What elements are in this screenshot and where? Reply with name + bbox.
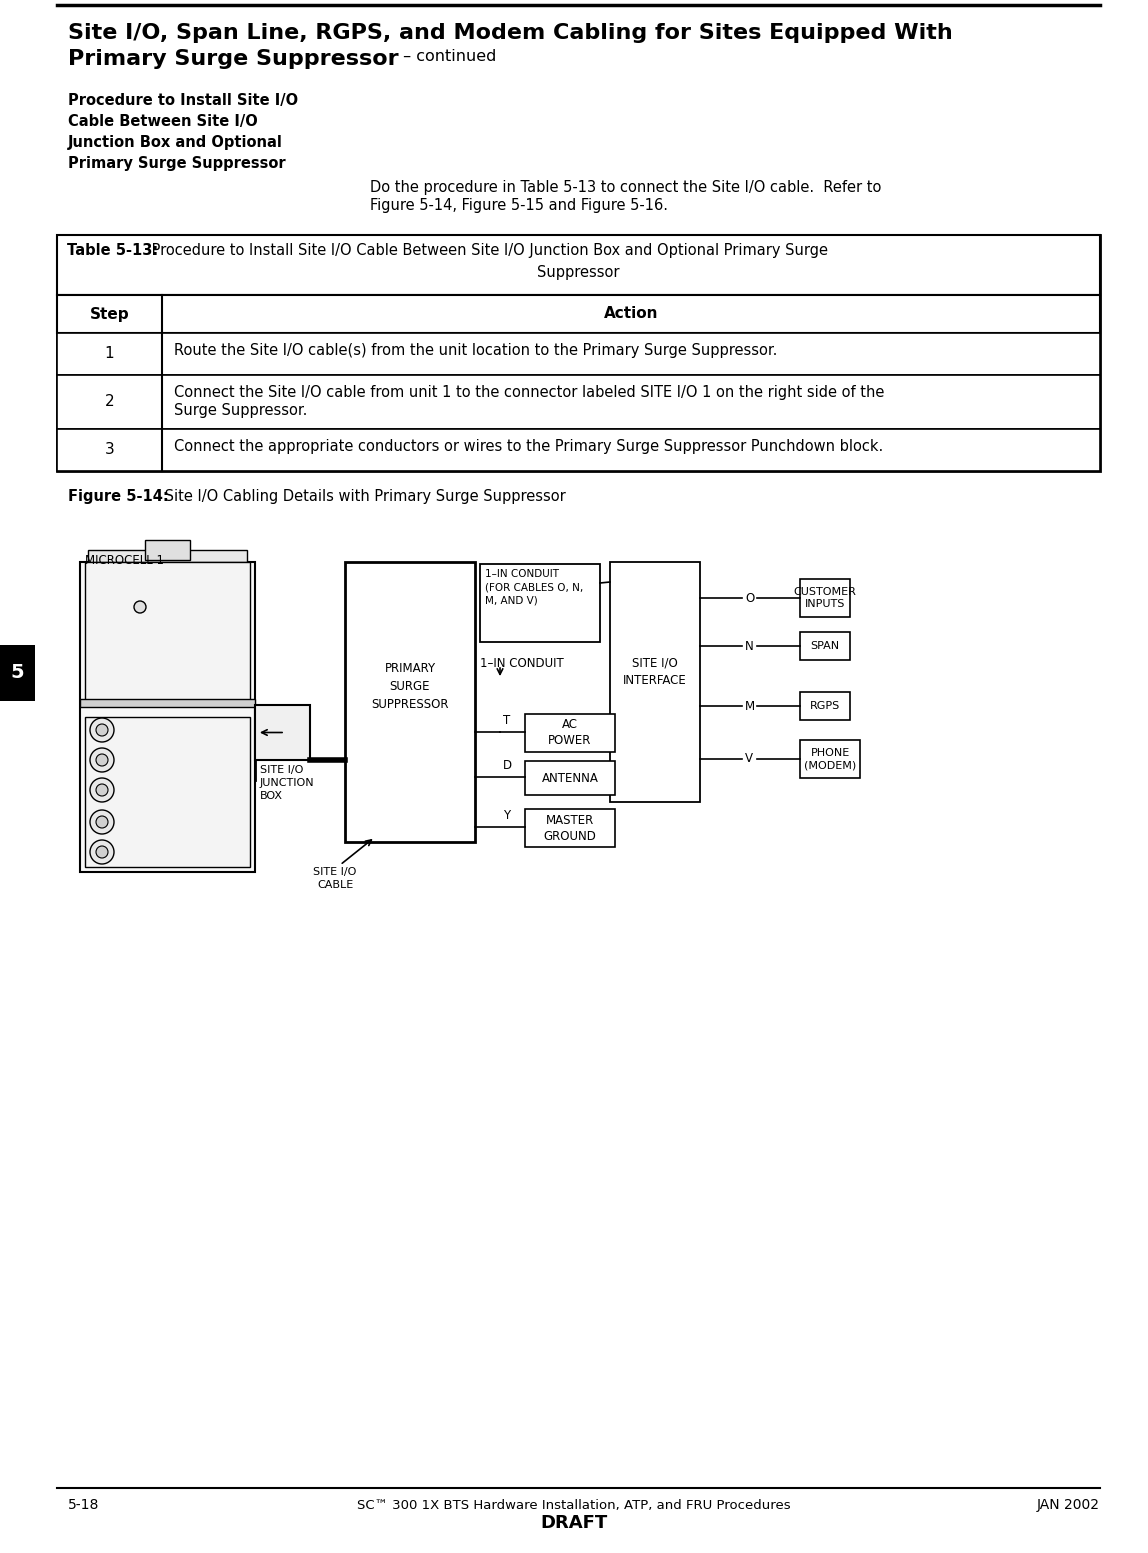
- Bar: [57, 235, 1100, 295]
- Text: CUSTOMER
INPUTS: CUSTOMER INPUTS: [793, 587, 856, 609]
- Text: 3: 3: [104, 443, 115, 458]
- Text: Do the procedure in Table 5-13 to connect the Site I/O cable.  Refer to: Do the procedure in Table 5-13 to connec…: [370, 180, 882, 196]
- Bar: [57, 374, 1100, 429]
- Text: Suppressor: Suppressor: [537, 266, 620, 280]
- Bar: [57, 429, 1100, 471]
- Bar: [800, 632, 850, 660]
- Text: DRAFT: DRAFT: [541, 1514, 607, 1531]
- Bar: [525, 809, 615, 846]
- Text: Procedure to Install Site I/O: Procedure to Install Site I/O: [68, 93, 298, 109]
- Text: MICROCELL 1: MICROCELL 1: [85, 554, 164, 567]
- Text: JAN 2002: JAN 2002: [1037, 1499, 1100, 1513]
- Circle shape: [90, 749, 114, 772]
- Text: PRIMARY
SURGE
SUPPRESSOR: PRIMARY SURGE SUPPRESSOR: [371, 663, 449, 711]
- Bar: [480, 564, 600, 641]
- Bar: [57, 235, 1100, 471]
- Text: Primary Surge Suppressor: Primary Surge Suppressor: [68, 50, 398, 68]
- Bar: [346, 562, 475, 842]
- Bar: [800, 739, 860, 778]
- Text: SPAN: SPAN: [810, 641, 839, 651]
- Text: Connect the appropriate conductors or wires to the Primary Surge Suppressor Punc: Connect the appropriate conductors or wi…: [174, 439, 883, 453]
- Text: T: T: [503, 714, 510, 727]
- Text: PHONE
(MODEM): PHONE (MODEM): [804, 747, 856, 770]
- Text: 2: 2: [104, 394, 115, 410]
- Text: Junction Box and Optional: Junction Box and Optional: [68, 135, 282, 151]
- Text: Y: Y: [503, 809, 510, 822]
- Bar: [255, 705, 310, 759]
- Text: Cable Between Site I/O: Cable Between Site I/O: [68, 113, 258, 129]
- Circle shape: [96, 724, 108, 736]
- Text: O: O: [745, 592, 754, 604]
- Text: SITE I/O
JUNCTION
BOX: SITE I/O JUNCTION BOX: [259, 766, 315, 801]
- Circle shape: [90, 811, 114, 834]
- Circle shape: [96, 755, 108, 766]
- Circle shape: [90, 840, 114, 863]
- Bar: [800, 579, 850, 617]
- Text: RGPS: RGPS: [809, 700, 840, 711]
- Text: Site I/O, Span Line, RGPS, and Modem Cabling for Sites Equipped With: Site I/O, Span Line, RGPS, and Modem Cab…: [68, 23, 953, 43]
- Text: – continued: – continued: [398, 50, 496, 64]
- Bar: [57, 295, 1100, 332]
- Text: 5-18: 5-18: [68, 1499, 100, 1513]
- Text: V: V: [745, 752, 753, 766]
- Text: MASTER
GROUND: MASTER GROUND: [543, 814, 597, 842]
- Text: Action: Action: [604, 306, 658, 321]
- Circle shape: [90, 778, 114, 801]
- Text: SITE I/O
INTERFACE: SITE I/O INTERFACE: [623, 657, 687, 686]
- Bar: [525, 761, 615, 795]
- Text: 1: 1: [104, 346, 115, 362]
- Bar: [88, 550, 247, 562]
- Text: AC
POWER: AC POWER: [549, 719, 591, 747]
- Bar: [145, 540, 191, 561]
- Bar: [0, 644, 34, 700]
- Bar: [85, 562, 250, 702]
- Text: 5: 5: [10, 663, 24, 682]
- Text: D: D: [503, 759, 512, 772]
- Circle shape: [96, 784, 108, 797]
- Text: ANTENNA: ANTENNA: [542, 772, 598, 784]
- Bar: [800, 693, 850, 721]
- Circle shape: [96, 815, 108, 828]
- Circle shape: [90, 717, 114, 742]
- Bar: [80, 562, 255, 871]
- Text: Connect the Site I/O cable from unit 1 to the connector labeled SITE I/O 1 on th: Connect the Site I/O cable from unit 1 t…: [174, 385, 884, 401]
- Text: Route the Site I/O cable(s) from the unit location to the Primary Surge Suppress: Route the Site I/O cable(s) from the uni…: [174, 343, 777, 359]
- Text: 1–IN CONDUIT
(FOR CABLES O, N,
M, AND V): 1–IN CONDUIT (FOR CABLES O, N, M, AND V): [484, 568, 583, 606]
- Bar: [57, 332, 1100, 374]
- Bar: [525, 714, 615, 752]
- Text: Site I/O Cabling Details with Primary Surge Suppressor: Site I/O Cabling Details with Primary Su…: [160, 489, 566, 505]
- Text: SITE I/O
CABLE: SITE I/O CABLE: [313, 867, 357, 890]
- Text: N: N: [745, 640, 754, 652]
- Circle shape: [134, 601, 146, 613]
- Text: Step: Step: [90, 306, 130, 321]
- Text: M: M: [745, 699, 755, 713]
- Bar: [85, 717, 250, 867]
- Text: SC™ 300 1X BTS Hardware Installation, ATP, and FRU Procedures: SC™ 300 1X BTS Hardware Installation, AT…: [357, 1499, 791, 1511]
- Bar: [80, 699, 255, 707]
- Text: Surge Suppressor.: Surge Suppressor.: [174, 402, 308, 418]
- Text: Figure 5-14:: Figure 5-14:: [68, 489, 169, 505]
- Text: Primary Surge Suppressor: Primary Surge Suppressor: [68, 155, 286, 171]
- Text: 1–IN CONDUIT: 1–IN CONDUIT: [480, 657, 564, 669]
- Text: Figure 5-14, Figure 5-15 and Figure 5-16.: Figure 5-14, Figure 5-15 and Figure 5-16…: [370, 197, 668, 213]
- Text: Procedure to Install Site I/O Cable Between Site I/O Junction Box and Optional P: Procedure to Install Site I/O Cable Betw…: [147, 242, 828, 258]
- Text: Table 5-13:: Table 5-13:: [67, 242, 158, 258]
- Circle shape: [96, 846, 108, 857]
- Bar: [610, 562, 700, 801]
